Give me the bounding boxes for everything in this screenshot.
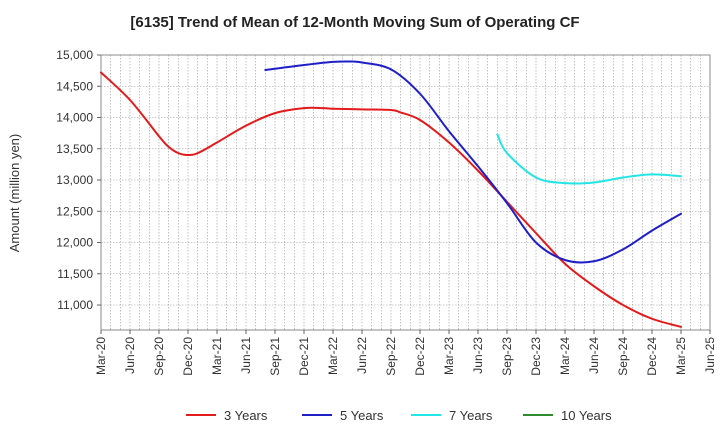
- x-tick-label: Dec-22: [413, 337, 427, 376]
- legend-label: 10 Years: [561, 408, 612, 423]
- legend-item-3-years: 3 Years: [186, 408, 268, 423]
- x-tick-label: Jun-25: [703, 337, 717, 374]
- y-tick-label: 14,000: [56, 111, 93, 125]
- x-tick-label: Dec-20: [181, 337, 195, 376]
- y-tick-label: 11,000: [57, 298, 93, 312]
- x-tick-label: Jun-20: [123, 337, 137, 374]
- legend-label: 3 Years: [224, 408, 268, 423]
- series-line-3-years: [100, 71, 682, 328]
- x-tick-label: Mar-24: [558, 337, 572, 375]
- legend-item-5-years: 5 Years: [302, 408, 384, 423]
- x-tick-label: Jun-21: [239, 337, 253, 374]
- x-tick-label: Jun-22: [355, 337, 369, 374]
- series-line-5-years: [264, 60, 682, 264]
- x-tick-label: Dec-23: [529, 337, 543, 376]
- x-tick-label: Dec-21: [297, 337, 311, 376]
- y-tick-label: 12,500: [56, 204, 93, 218]
- x-tick-label: Sep-20: [152, 337, 166, 376]
- x-axis: Mar-20 Jun-20 Sep-20 Dec-20 Mar-21 Jun-21 Sep-…: [94, 330, 717, 376]
- series-line-7-years: [496, 133, 682, 185]
- y-tick-label: 13,500: [56, 142, 93, 156]
- x-tick-label: Sep-24: [616, 337, 630, 376]
- grid: [101, 54, 710, 330]
- legend-item-10-years: 10 Years: [523, 408, 612, 423]
- plot-area: [100, 54, 711, 331]
- x-tick-label: Mar-23: [442, 337, 456, 375]
- x-tick-label: Mar-21: [210, 337, 224, 375]
- y-tick-label: 13,000: [56, 173, 93, 187]
- x-tick-label: Jun-23: [471, 337, 485, 374]
- x-tick-label: Dec-24: [645, 337, 659, 376]
- y-tick-label: 11,500: [57, 267, 93, 281]
- y-tick-label: 15,000: [56, 48, 93, 62]
- x-tick-label: Mar-20: [94, 337, 108, 375]
- y-axis: 11,000 11,500 12,000 12,500 13,000 13,500 14,0…: [56, 48, 101, 312]
- legend-label: 5 Years: [340, 408, 384, 423]
- series-lines: [100, 60, 682, 328]
- chart-title: [6135] Trend of Mean of 12-Month Moving …: [130, 14, 579, 31]
- legend: 3 Years 5 Years 7 Years 10 Years: [186, 408, 612, 423]
- x-tick-label: Sep-23: [500, 337, 514, 376]
- x-tick-label: Jun-24: [587, 337, 601, 374]
- y-tick-label: 12,000: [56, 236, 93, 250]
- x-tick-label: Mar-25: [674, 337, 688, 375]
- x-tick-label: Sep-22: [384, 337, 398, 376]
- x-tick-label: Sep-21: [268, 337, 282, 376]
- x-tick-label: Mar-22: [326, 337, 340, 375]
- legend-item-7-years: 7 Years: [411, 408, 493, 423]
- plot-border: [100, 54, 711, 331]
- y-tick-label: 14,500: [56, 79, 93, 93]
- y-axis-label: Amount (million yen): [7, 134, 22, 253]
- legend-label: 7 Years: [449, 408, 493, 423]
